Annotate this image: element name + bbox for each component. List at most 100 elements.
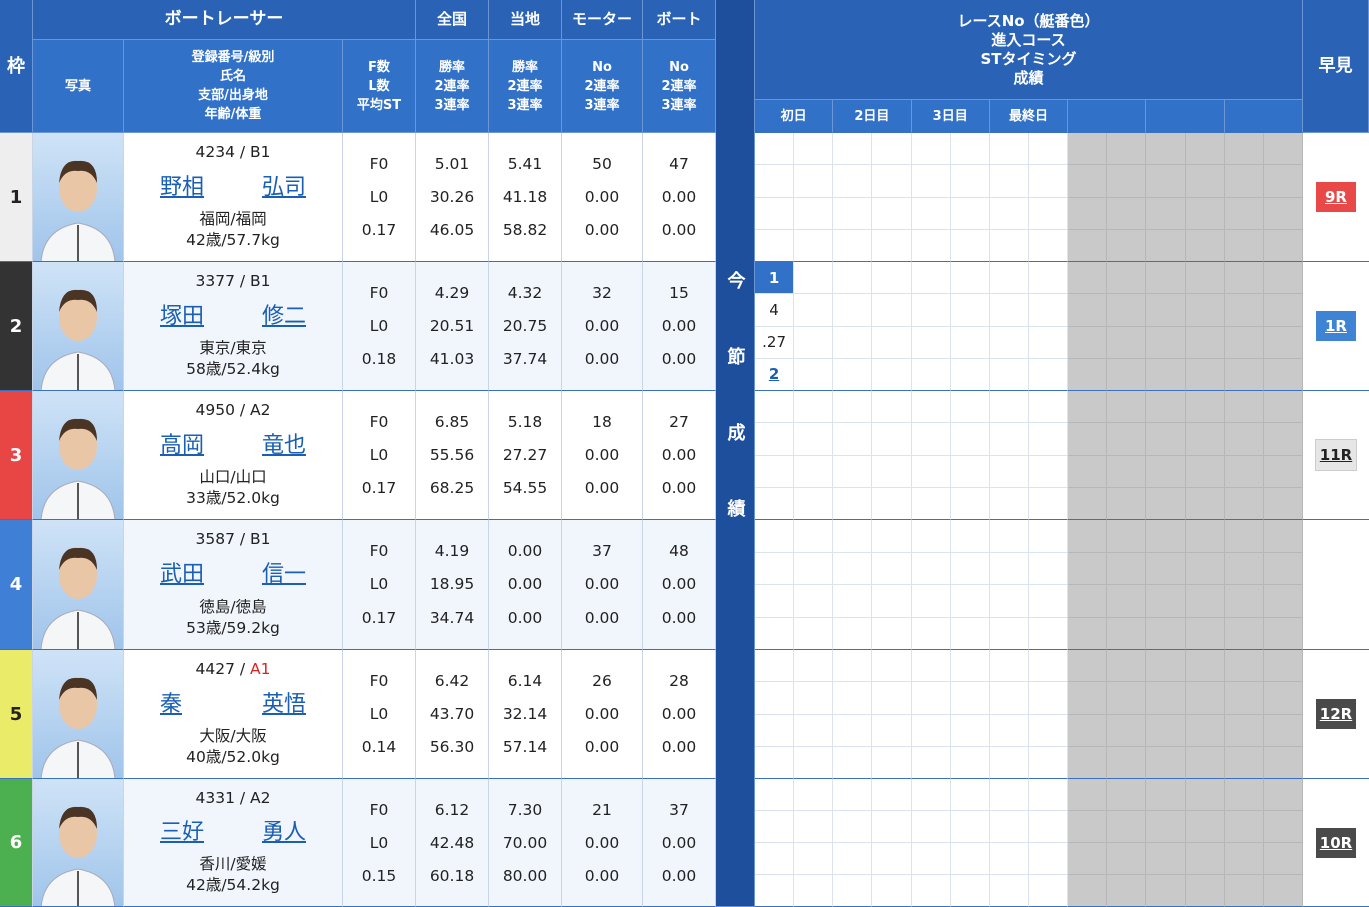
result-cell [1263, 294, 1303, 327]
national-stats: 6.12 42.48 60.18 [416, 779, 489, 907]
result-cell [1068, 552, 1108, 585]
family-name[interactable]: 野相 [160, 175, 205, 200]
result-cell [1185, 875, 1225, 907]
result-cell [872, 229, 912, 262]
result-cell [1146, 133, 1186, 166]
boat-value: 27 [669, 412, 689, 431]
family-name[interactable]: 高岡 [160, 433, 205, 458]
quick-view-button[interactable]: 9R [1316, 182, 1356, 212]
given-name[interactable]: 英悟 [261, 692, 306, 717]
national-sub-header: 勝率 2連率 3連率 [416, 40, 489, 133]
family-name[interactable]: 武田 [160, 562, 205, 588]
photo [33, 520, 124, 650]
result-cell [950, 326, 990, 359]
given-name[interactable]: 信一 [261, 562, 306, 588]
boat-value: 47 [669, 154, 689, 173]
result-cell [1146, 455, 1186, 488]
racer-name[interactable]: 高岡 竜也 [160, 427, 306, 459]
result-cell [794, 229, 834, 262]
given-name[interactable]: 竜也 [261, 433, 306, 458]
motor-value: 18 [592, 412, 612, 431]
result-cell [1146, 262, 1186, 295]
result-cell [1185, 487, 1225, 520]
result-cell [989, 811, 1029, 843]
result-cell [989, 197, 1029, 230]
finish[interactable]: 2 [768, 365, 780, 384]
quick-view: 9R [1303, 133, 1369, 262]
result-cell [1029, 682, 1069, 715]
quick-view-button[interactable]: 12R [1316, 699, 1356, 729]
national-stats: 5.01 30.26 46.05 [416, 133, 489, 262]
result-cell [1029, 391, 1069, 424]
quick-view-button[interactable]: 1R [1316, 311, 1356, 341]
motor-value: 0.00 [584, 350, 620, 369]
family-name[interactable]: 塚田 [160, 304, 205, 329]
result-cell: 4 [755, 294, 795, 327]
separator [235, 660, 250, 678]
national-value: 68.25 [429, 479, 475, 498]
result-cell [1224, 875, 1264, 907]
family-name[interactable]: 三好 [160, 820, 205, 846]
given-name[interactable]: 修二 [261, 304, 306, 329]
fl-st-value: F0 [369, 671, 389, 690]
result-cell [911, 455, 951, 488]
day-header: 初日 [755, 100, 834, 133]
result-cell [1185, 165, 1225, 198]
given-name[interactable]: 勇人 [261, 820, 306, 846]
quick-view-button[interactable]: 10R [1316, 827, 1356, 858]
result-cell [950, 423, 990, 456]
result-cell [1185, 294, 1225, 327]
result-cell [833, 262, 873, 295]
given-name[interactable]: 弘司 [261, 175, 306, 200]
result-cell: 1 [755, 262, 795, 295]
motor-value: 0.00 [584, 866, 620, 885]
origin-age: 福岡/福岡 42歳/57.7kg [186, 209, 280, 251]
result-cell [833, 133, 873, 166]
result-cell [989, 585, 1029, 618]
result-cell [1068, 487, 1108, 520]
result-cell [1068, 650, 1108, 683]
result-cell [1146, 714, 1186, 747]
fl-st-value: 0.17 [361, 221, 397, 240]
frame-header: 枠 [0, 0, 33, 133]
result-cell [755, 229, 795, 262]
result-cell [1263, 875, 1303, 907]
reg-no: 3587 [195, 530, 235, 549]
result-cell [1185, 326, 1225, 359]
result-cell [1224, 617, 1264, 650]
result-cell [950, 391, 990, 424]
result-cell [1224, 487, 1264, 520]
reg-no: 4331 [195, 788, 235, 807]
racer-name[interactable]: 三好 勇人 [160, 814, 306, 846]
result-cell [911, 520, 951, 553]
quick-view: 10R [1303, 779, 1369, 907]
series-results-header: 今節成績 [716, 0, 755, 907]
result-cell [794, 714, 834, 747]
family-name[interactable]: 秦 [160, 692, 183, 717]
result-cell [833, 391, 873, 424]
result-cell [950, 165, 990, 198]
result-cell [755, 617, 795, 650]
racer-name[interactable]: 武田 信一 [160, 556, 306, 588]
quick-view-button[interactable]: 11R [1315, 439, 1357, 471]
motor-value: 26 [592, 671, 612, 690]
result-cell [1107, 779, 1147, 811]
racer-name[interactable]: 塚田 修二 [160, 298, 306, 330]
racer-name[interactable]: 野相 弘司 [160, 169, 306, 201]
national-stats: 4.29 20.51 41.03 [416, 262, 489, 391]
fl-st-value: F0 [369, 800, 389, 819]
origin-age: 山口/山口 33歳/52.0kg [186, 467, 280, 509]
result-cell [794, 811, 834, 843]
results-info-line: レースNo（艇番色） [957, 11, 1100, 30]
origin-age: 香川/愛媛 42歳/54.2kg [186, 854, 280, 896]
local-value: 0.00 [507, 541, 543, 560]
result-cell [911, 294, 951, 327]
result-cell [1107, 617, 1147, 650]
result-cell [794, 843, 834, 875]
national-value: 5.01 [434, 154, 470, 173]
result-cell [1224, 391, 1264, 424]
result-cell [1263, 714, 1303, 747]
racer-name[interactable]: 秦 英悟 [160, 686, 306, 718]
